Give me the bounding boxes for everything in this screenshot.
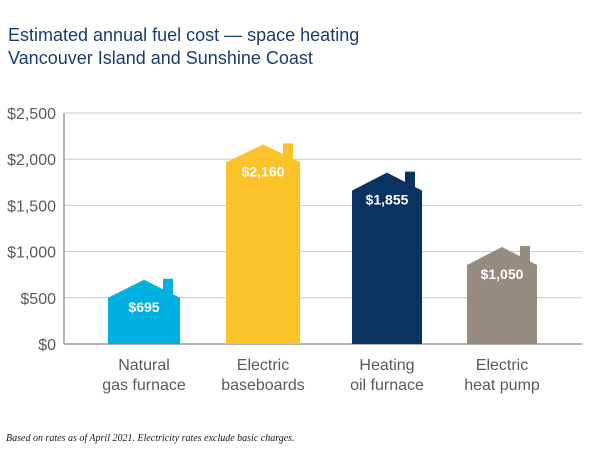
footnote: Based on rates as of April 2021. Electri… <box>6 433 295 444</box>
x-tick-label: Electric <box>476 357 528 374</box>
y-tick-label: $500 <box>20 291 56 308</box>
x-tick-label: Heating <box>359 357 414 374</box>
bars: $695 $2,160 $1,855 $1,050 <box>108 143 537 344</box>
data-label: $2,160 <box>242 163 285 179</box>
y-tick-label: $2,000 <box>7 152 56 169</box>
y-tick-label: $1,500 <box>7 198 56 215</box>
bar <box>467 245 537 344</box>
data-label: $1,855 <box>366 192 409 208</box>
y-tick-label: $0 <box>38 337 56 354</box>
x-tick-label: Electric <box>237 357 289 374</box>
x-tick-label: Natural <box>118 357 170 374</box>
x-tick-label: oil furnace <box>350 377 424 394</box>
data-label: $695 <box>128 299 159 315</box>
y-tick-label: $1,000 <box>7 245 56 262</box>
bar <box>352 171 422 344</box>
bar <box>226 143 300 344</box>
y-tick-label: $2,500 <box>7 106 56 123</box>
chart-title-block: Estimated annual fuel cost — space heati… <box>8 24 598 70</box>
chart-title: Estimated annual fuel cost — space heati… <box>8 25 360 45</box>
tick-labels: $0 $500 $1,000 $1,500 $2,000 $2,500 Natural gas… <box>7 106 540 394</box>
x-tick-label: gas furnace <box>102 377 186 394</box>
data-label: $1,050 <box>481 266 524 282</box>
bar <box>108 278 180 344</box>
x-tick-label: heat pump <box>464 377 540 394</box>
x-tick-label: baseboards <box>221 377 305 394</box>
chart-subtitle: Vancouver Island and Sunshine Coast <box>8 48 313 68</box>
